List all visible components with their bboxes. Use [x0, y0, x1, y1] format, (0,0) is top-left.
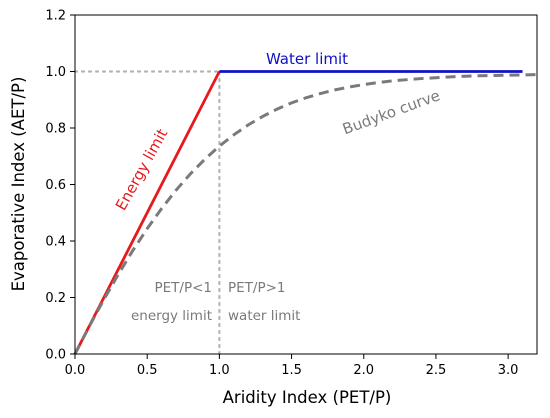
x-tick-label: 1.0: [209, 363, 230, 378]
x-axis-label: Aridity Index (PET/P): [223, 388, 392, 407]
y-tick-label: 0.2: [45, 291, 66, 306]
reference-lines: [73, 70, 221, 356]
y-tick-label: 0.0: [45, 348, 66, 363]
right-ratio-label: PET/P>1: [228, 280, 286, 296]
y-tick-label: 1.0: [45, 65, 66, 80]
y-tick-label: 0.8: [45, 122, 66, 137]
budyko-curve-line: [73, 73, 538, 355]
series-lines: [73, 70, 538, 355]
x-tick-label: 0.0: [65, 363, 86, 378]
x-tick-label: 1.5: [281, 363, 302, 378]
x-tick-label: 0.5: [137, 363, 158, 378]
y-tick-label: 0.4: [45, 235, 66, 250]
y-axis-label: Evaporative Index (AET/P): [9, 77, 28, 292]
axes: 0.0 0.5 1.0 1.5 2.0 2.5 3.0 0.0 0.2 0.4 0.6 0.8 1.0 1…: [45, 9, 538, 378]
y-tick-label: 1.2: [45, 9, 66, 24]
x-tick-label: 2.5: [426, 363, 447, 378]
left-ratio-label: PET/P<1: [154, 280, 212, 296]
y-tick-label: 0.6: [45, 178, 66, 193]
left-regime-label: energy limit: [131, 308, 212, 324]
x-tick-label: 3.0: [498, 363, 519, 378]
water-limit-label: Water limit: [266, 50, 348, 68]
x-tick-label: 2.0: [353, 363, 374, 378]
right-regime-label: water limit: [228, 308, 300, 324]
